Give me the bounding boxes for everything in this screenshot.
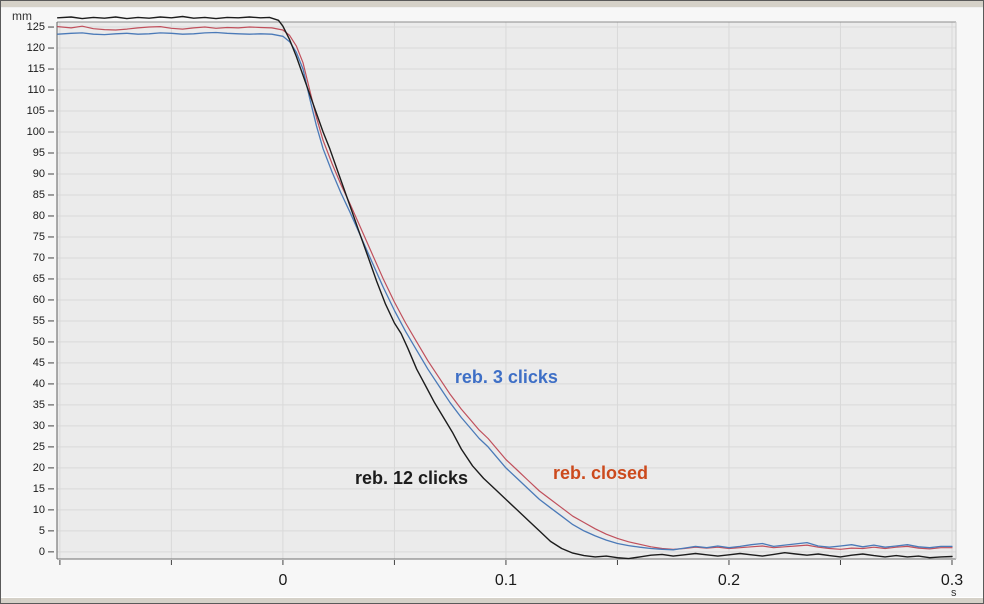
axis-ticks-layer: 0 5 10 15 20 25 30 35 40 45 50 55 60 65 70 75 80 85 90 95 10… bbox=[27, 21, 964, 589]
x-tick-label: 0.2 bbox=[718, 572, 740, 589]
y-tick-label: 110 bbox=[27, 84, 45, 96]
y-tick-label: 85 bbox=[33, 189, 45, 201]
series-label-reb-12-clicks: reb. 12 clicks bbox=[355, 468, 468, 488]
series-label-reb-3-clicks: reb. 3 clicks bbox=[455, 367, 558, 387]
y-tick-label: 0 bbox=[39, 546, 45, 558]
series-reb-3-clicks bbox=[57, 31, 953, 551]
y-tick-label: 35 bbox=[33, 399, 45, 411]
y-tick-label: 125 bbox=[27, 21, 45, 33]
x-tick-label: 0.3 bbox=[941, 572, 963, 589]
y-tick-label: 90 bbox=[33, 168, 45, 180]
y-tick-label: 115 bbox=[27, 63, 45, 75]
x-tick-label: 0.1 bbox=[495, 572, 517, 589]
y-tick-label: 15 bbox=[33, 483, 45, 495]
y-tick-label: 40 bbox=[33, 378, 45, 390]
x-axis-unit-label: s bbox=[951, 587, 957, 597]
series-reb-12-clicks bbox=[57, 15, 953, 560]
x-tick-label: 0 bbox=[278, 572, 287, 589]
y-tick-label: 100 bbox=[27, 126, 45, 138]
series-layer bbox=[57, 15, 953, 560]
y-tick-label: 60 bbox=[33, 294, 45, 306]
plot-area bbox=[57, 22, 956, 559]
y-tick-label: 95 bbox=[33, 147, 45, 159]
y-tick-label: 80 bbox=[33, 210, 45, 222]
plot-frame bbox=[56, 21, 957, 560]
y-tick-label: 30 bbox=[33, 420, 45, 432]
y-tick-label: 5 bbox=[39, 525, 45, 537]
y-tick-label: 105 bbox=[27, 105, 45, 117]
y-tick-label: 65 bbox=[33, 273, 45, 285]
y-tick-label: 50 bbox=[33, 336, 45, 348]
y-tick-label: 20 bbox=[33, 462, 45, 474]
y-axis-unit-label: mm bbox=[12, 9, 32, 23]
window-bottom-strip bbox=[1, 597, 983, 603]
y-tick-label: 75 bbox=[33, 231, 45, 243]
y-tick-label: 70 bbox=[33, 252, 45, 264]
annotation-layer: reb. 3 clicks reb. 12 clicks reb. closed bbox=[355, 367, 648, 488]
y-tick-label: 55 bbox=[33, 315, 45, 327]
series-label-reb-closed: reb. closed bbox=[553, 463, 648, 483]
displacement-vs-time-chart: 0 5 10 15 20 25 30 35 40 45 50 55 60 65 70 75 80 85 90 95 10… bbox=[12, 9, 964, 599]
chart-region: 0 5 10 15 20 25 30 35 40 45 50 55 60 65 70 75 80 85 90 95 10… bbox=[1, 8, 983, 599]
series-reb-closed bbox=[57, 25, 953, 550]
grid-layer bbox=[57, 22, 956, 559]
y-tick-label: 25 bbox=[33, 441, 45, 453]
y-tick-label: 10 bbox=[33, 504, 45, 516]
y-tick-label: 45 bbox=[33, 357, 45, 369]
y-tick-label: 120 bbox=[27, 42, 45, 54]
window-top-strip bbox=[1, 1, 983, 8]
